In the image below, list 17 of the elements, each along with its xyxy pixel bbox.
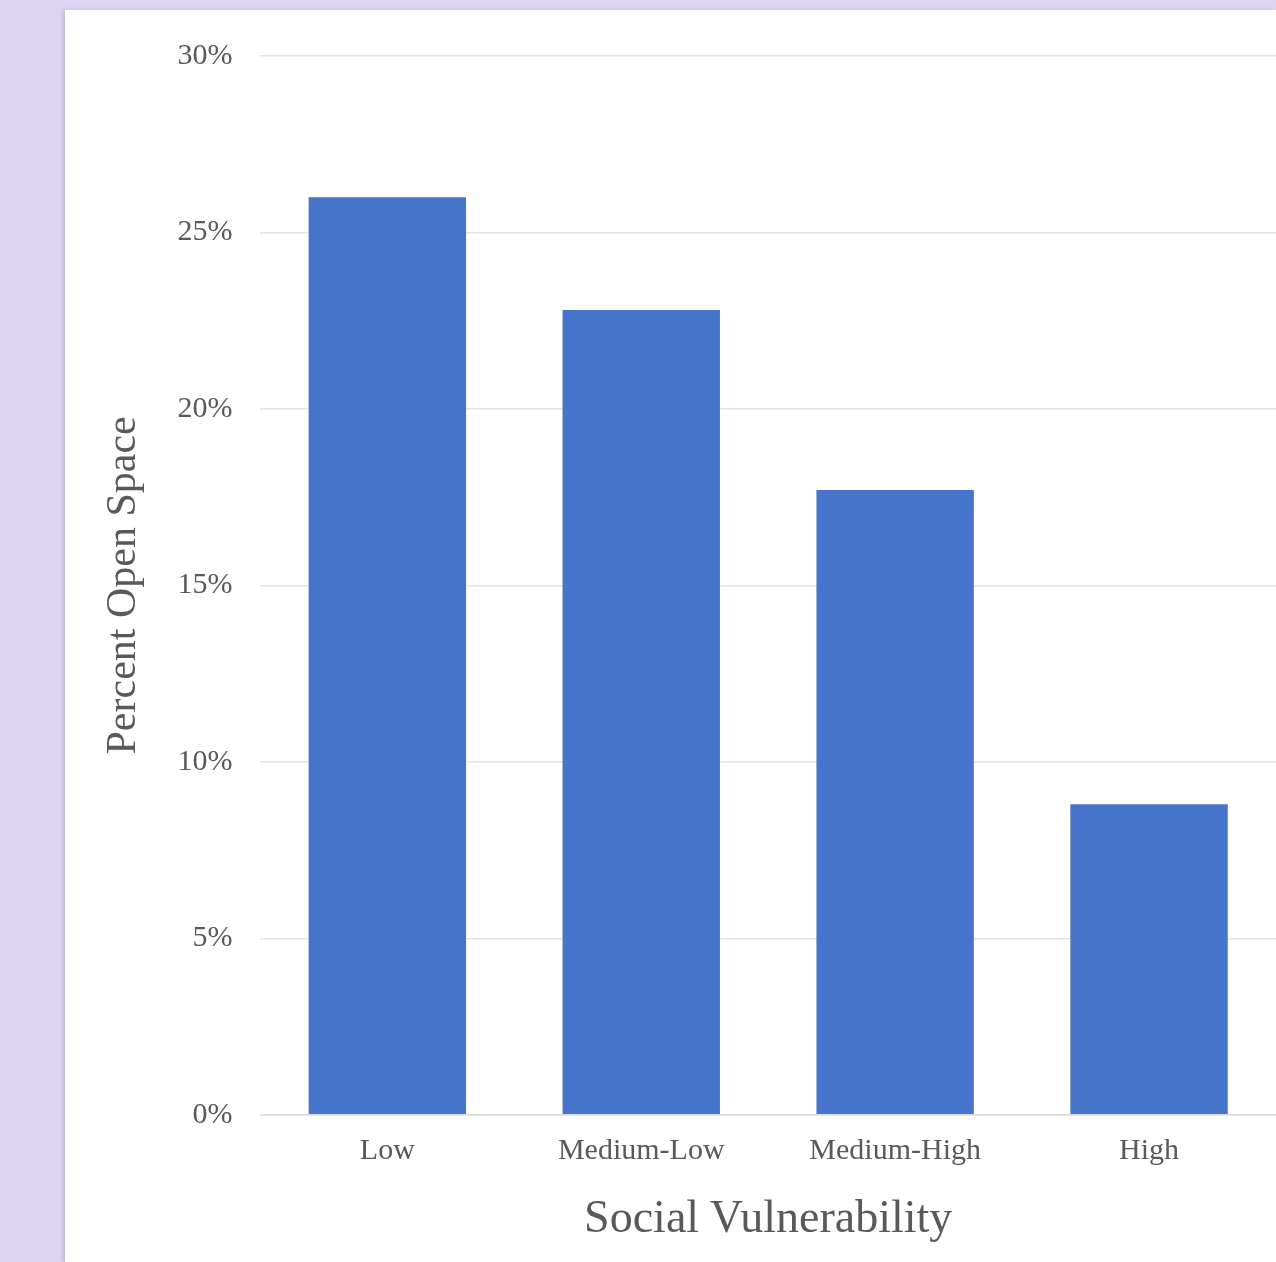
- y-tick-label: 20%: [177, 389, 233, 423]
- bar: [308, 197, 467, 1115]
- y-tick-label: 30%: [177, 36, 233, 70]
- x-tick-label: Low: [359, 1131, 416, 1165]
- y-tick-label: 10%: [177, 742, 233, 776]
- bar: [816, 490, 974, 1115]
- y-tick-label: 15%: [177, 566, 233, 600]
- bar: [1070, 804, 1228, 1115]
- y-tick-label: 5%: [192, 919, 233, 953]
- x-tick-label: High: [1119, 1131, 1180, 1165]
- bar: [562, 310, 720, 1115]
- y-axis-title: Percent Open Space: [98, 416, 145, 755]
- y-tick-label: 0%: [192, 1095, 233, 1129]
- x-tick-label: Medium-Low: [557, 1131, 725, 1165]
- x-axis-title: Social Vulnerability: [584, 1191, 953, 1243]
- y-tick-label: 25%: [177, 213, 233, 247]
- x-tick-label: Medium-High: [809, 1131, 981, 1165]
